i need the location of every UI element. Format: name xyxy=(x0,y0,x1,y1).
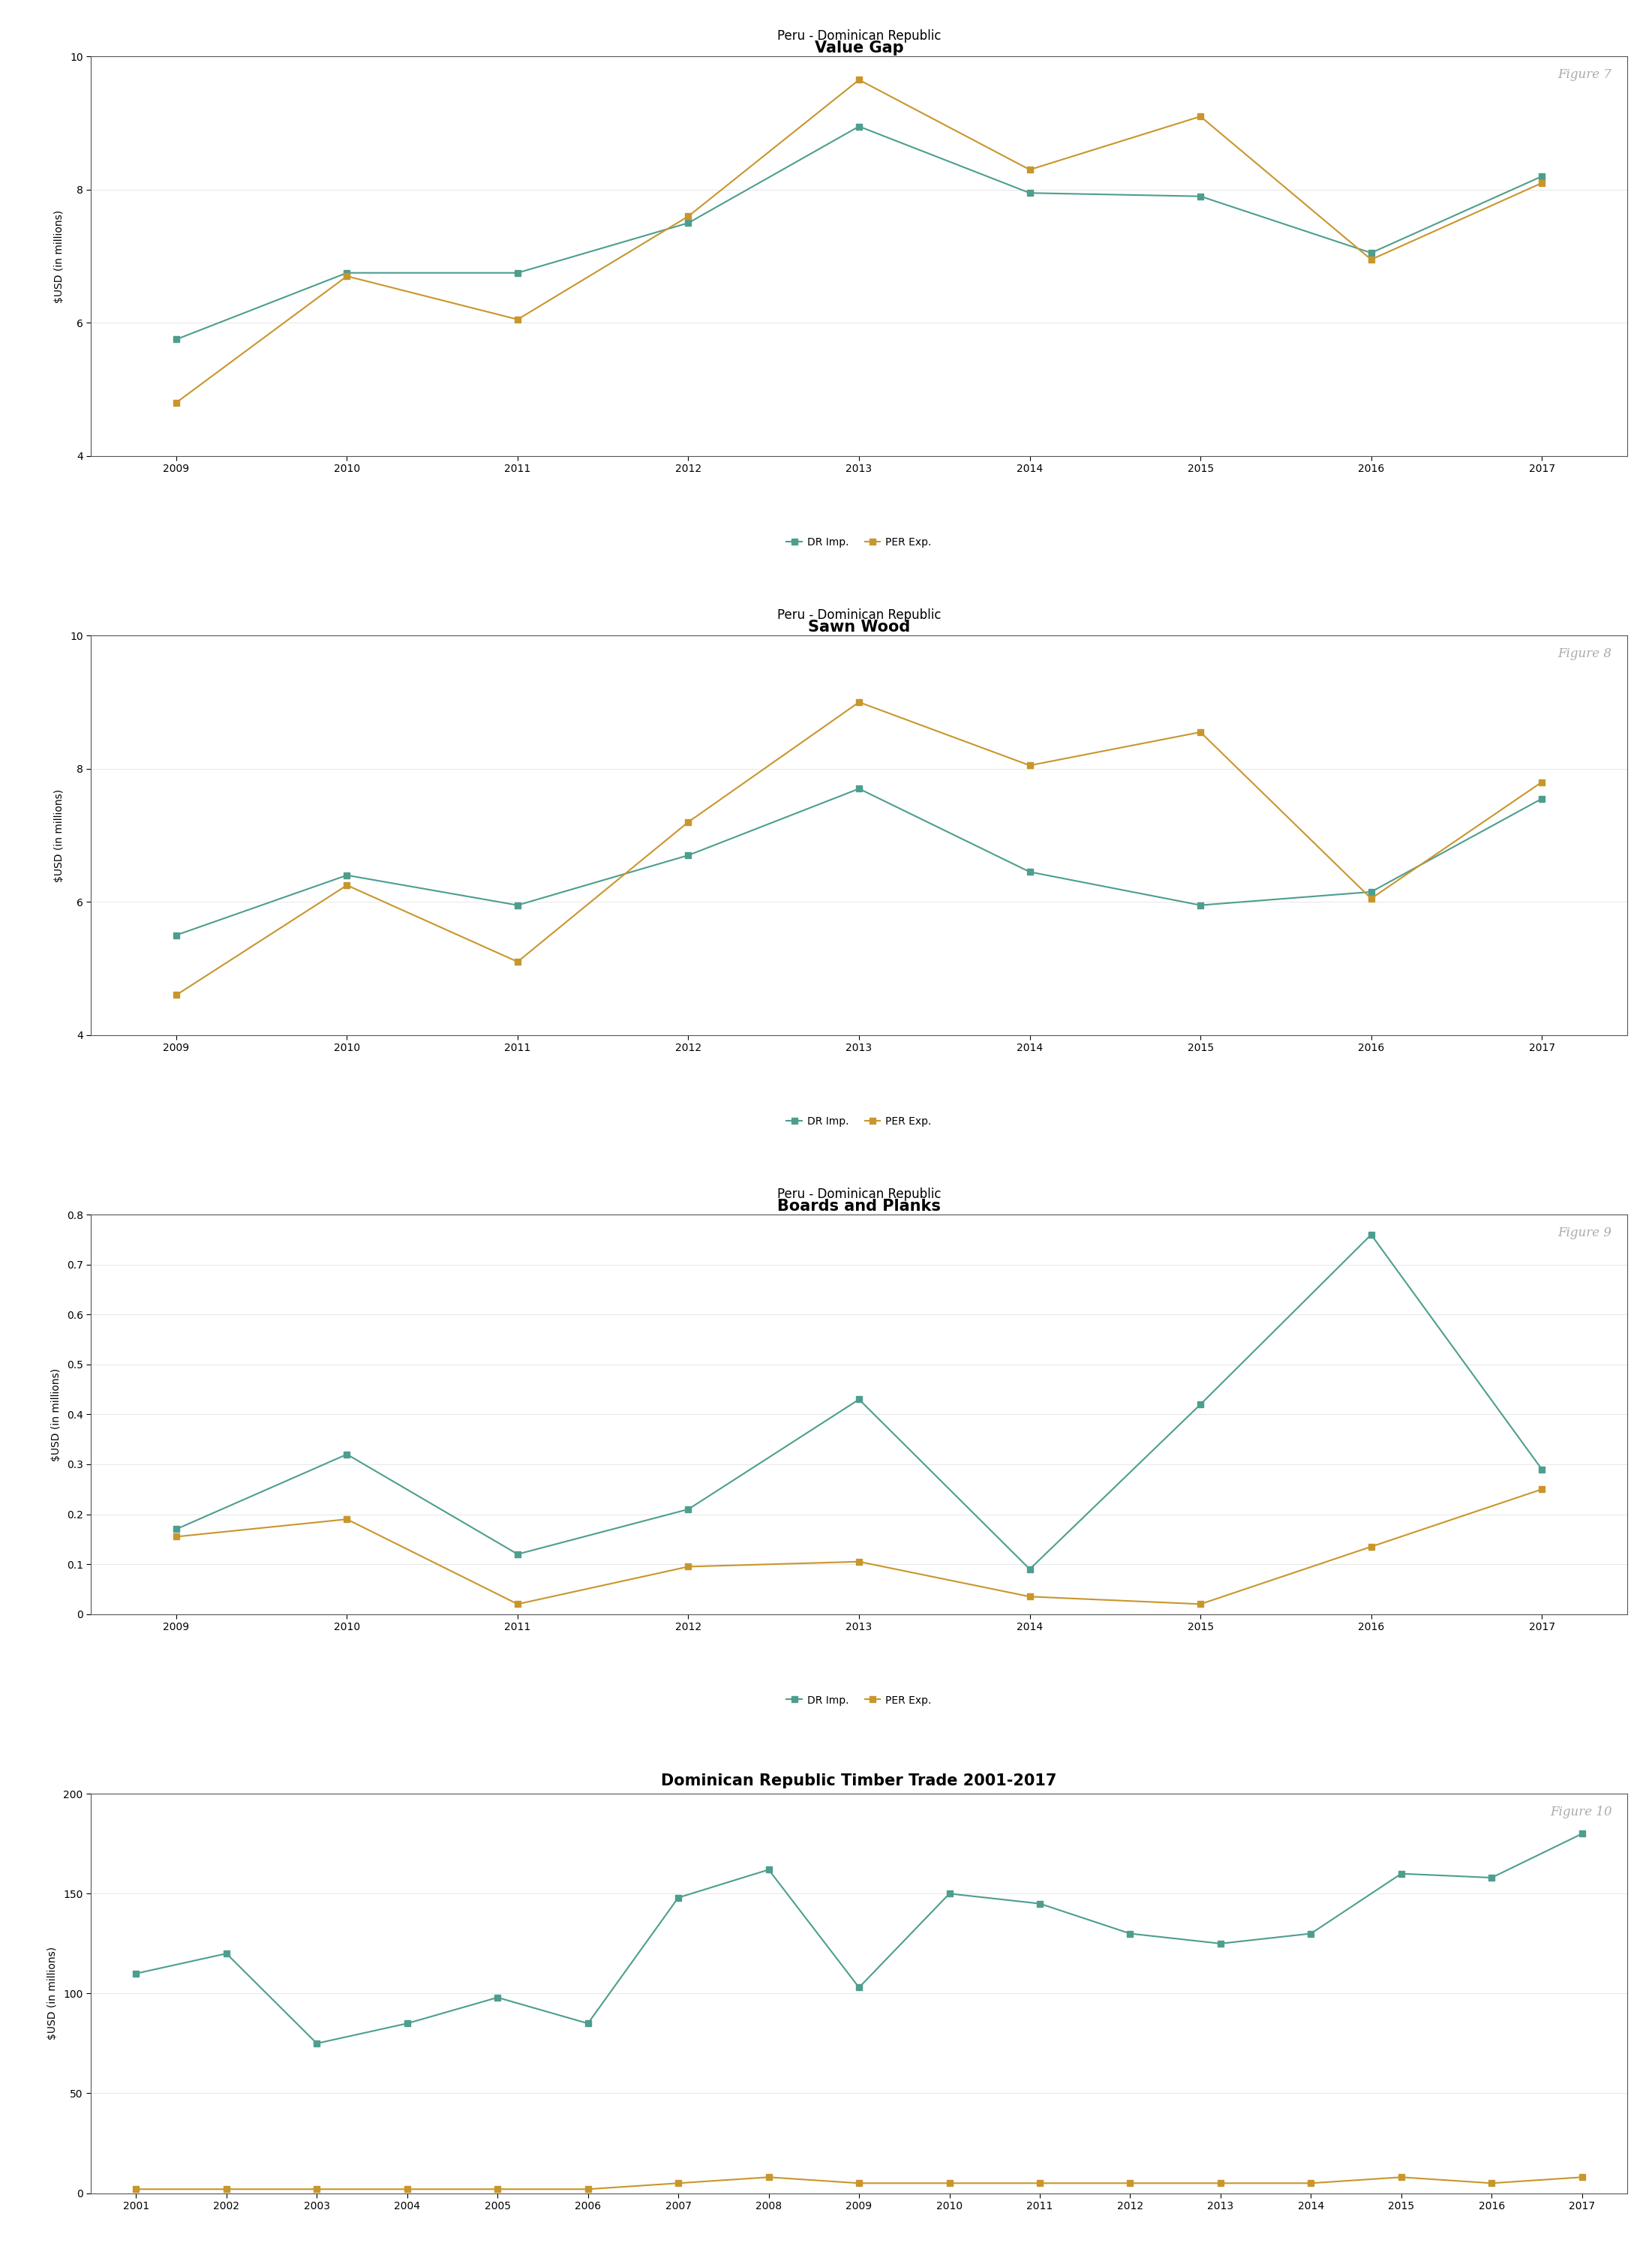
Text: Peru - Dominican Republic: Peru - Dominican Republic xyxy=(776,608,942,622)
Text: Figure 9: Figure 9 xyxy=(1558,1228,1612,1239)
Title: Boards and Planks: Boards and Planks xyxy=(778,1198,940,1214)
Title: Sawn Wood: Sawn Wood xyxy=(808,620,910,635)
Title: Dominican Republic Timber Trade 2001-2017: Dominican Republic Timber Trade 2001-201… xyxy=(661,1773,1057,1788)
Y-axis label: $USD (in millions): $USD (in millions) xyxy=(55,210,64,303)
Y-axis label: $USD (in millions): $USD (in millions) xyxy=(55,789,64,882)
Text: Figure 8: Figure 8 xyxy=(1558,647,1612,660)
Text: Figure 7: Figure 7 xyxy=(1558,68,1612,81)
Text: Peru - Dominican Republic: Peru - Dominican Republic xyxy=(776,29,942,43)
Legend: DR Imp., PER Exp.: DR Imp., PER Exp. xyxy=(783,534,935,552)
Legend: DR Imp., PER Exp.: DR Imp., PER Exp. xyxy=(783,1691,935,1709)
Text: Figure 10: Figure 10 xyxy=(1550,1807,1612,1818)
Title: Value Gap: Value Gap xyxy=(814,41,904,54)
Y-axis label: $USD (in millions): $USD (in millions) xyxy=(51,1368,61,1461)
Legend: DR Imp., PER Exp.: DR Imp., PER Exp. xyxy=(783,1112,935,1130)
Y-axis label: $USD (in millions): $USD (in millions) xyxy=(48,1947,58,2039)
Text: Peru - Dominican Republic: Peru - Dominican Republic xyxy=(776,1187,942,1201)
